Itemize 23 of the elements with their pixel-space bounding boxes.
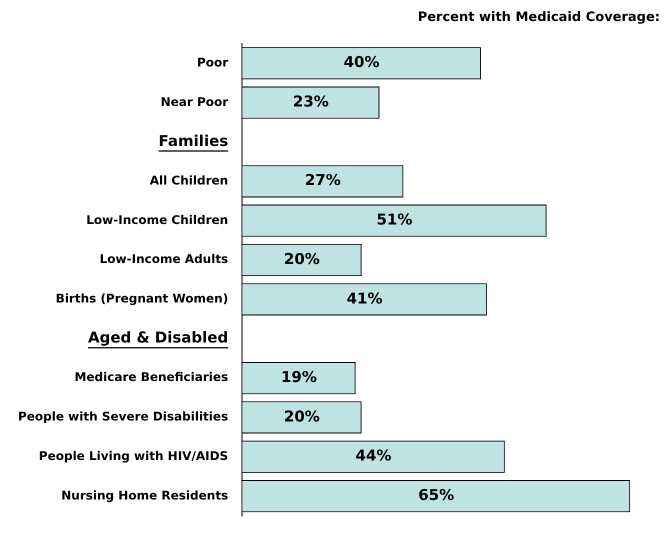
- data-label: 40%: [344, 53, 380, 72]
- data-label: 41%: [346, 289, 383, 308]
- y-tick-label: People with Severe Disabilities: [18, 410, 228, 424]
- y-tick-label: Near Poor: [160, 94, 228, 109]
- chart-title: Percent with Medicaid Coverage:: [418, 10, 660, 26]
- data-label: 19%: [280, 368, 317, 386]
- data-label: 20%: [284, 407, 320, 426]
- y-tick-label: Poor: [197, 55, 228, 70]
- y-tick-label: Births (Pregnant Women): [56, 292, 228, 306]
- y-tick-label: All Children: [150, 173, 228, 188]
- y-tick-label: Low-Income Children: [86, 212, 228, 227]
- y-tick-label: Low-Income Adults: [100, 252, 228, 266]
- data-label: 51%: [376, 210, 412, 229]
- y-tick-label: Medicare Beneficiaries: [74, 370, 228, 384]
- y-tick-label: Nursing Home Residents: [61, 488, 228, 502]
- data-label: 20%: [284, 250, 320, 268]
- data-label: 23%: [292, 92, 329, 111]
- y-tick-label: Aged & Disabled: [88, 328, 228, 347]
- y-tick-label: People Living with HIV/AIDS: [38, 448, 228, 463]
- y-tick-label: Families: [158, 132, 228, 150]
- data-label: 44%: [356, 446, 392, 465]
- data-label: 65%: [418, 486, 454, 504]
- data-label: 27%: [304, 171, 341, 190]
